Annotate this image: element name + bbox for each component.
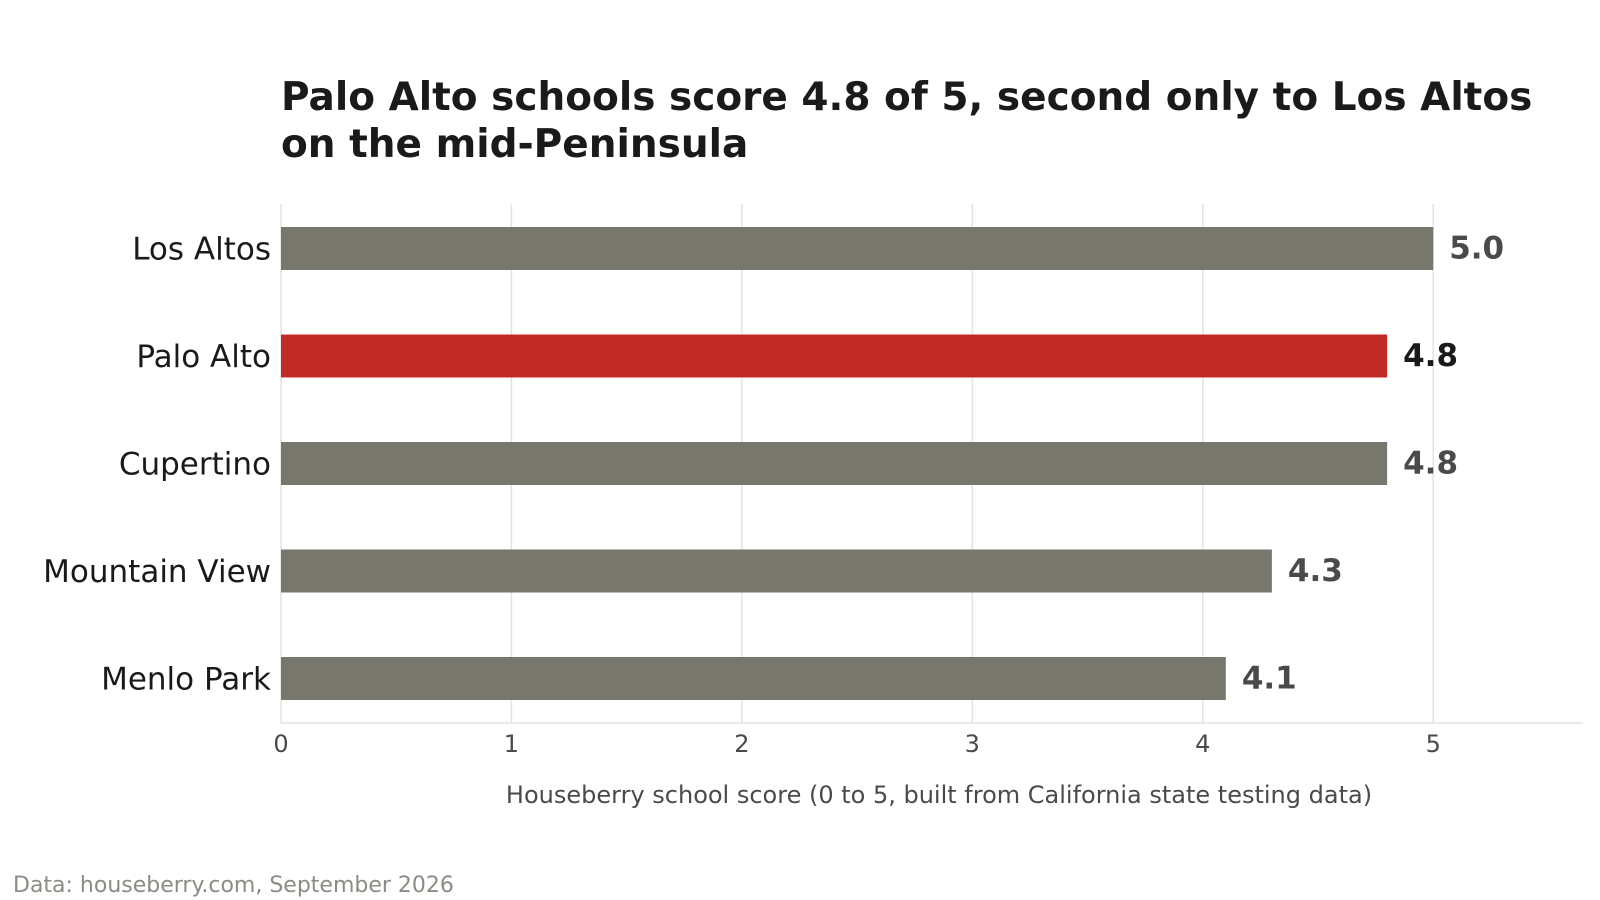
value-label-los-altos: 5.0 xyxy=(1449,231,1504,267)
x-axis: 0 1 2 3 4 5 Houseberry school score (0 to 5, b… xyxy=(273,722,1583,809)
bar-los-altos xyxy=(281,227,1434,270)
chart-title-line-1: Palo Alto schools score 4.8 of 5, second… xyxy=(281,75,1533,120)
x-tick-label-2: 2 xyxy=(734,730,749,758)
bar-menlo-park xyxy=(281,657,1226,700)
category-label-los-altos: Los Altos xyxy=(132,232,271,268)
category-label-cupertino: Cupertino xyxy=(119,447,271,483)
value-label-menlo-park: 4.1 xyxy=(1242,661,1297,697)
bars xyxy=(281,227,1434,700)
category-labels: Los Altos Palo Alto Cupertino Mountain View… xyxy=(43,232,271,698)
value-label-cupertino: 4.8 xyxy=(1403,446,1458,482)
x-tick-label-4: 4 xyxy=(1195,730,1210,758)
x-axis-label: Houseberry school score (0 to 5, built f… xyxy=(506,781,1372,809)
category-label-palo-alto: Palo Alto xyxy=(136,339,271,375)
chart-title: Palo Alto schools score 4.8 of 5, second… xyxy=(281,74,1581,168)
value-labels: 5.0 4.8 4.8 4.3 4.1 xyxy=(1242,231,1504,697)
x-tick-label-0: 0 xyxy=(273,730,288,758)
x-tick-label-3: 3 xyxy=(965,730,980,758)
bar-palo-alto xyxy=(281,334,1388,378)
chart-title-line-2: on the mid-Peninsula xyxy=(281,122,749,167)
data-source-note: Data: houseberry.com, September 2026 xyxy=(13,873,454,898)
category-label-mountain-view: Mountain View xyxy=(43,554,271,590)
category-label-menlo-park: Menlo Park xyxy=(101,662,271,698)
x-tick-label-5: 5 xyxy=(1426,730,1441,758)
bar-cupertino xyxy=(281,442,1388,485)
value-label-palo-alto: 4.8 xyxy=(1403,338,1458,374)
value-label-mountain-view: 4.3 xyxy=(1288,553,1343,589)
x-tick-label-1: 1 xyxy=(504,730,519,758)
bar-mountain-view xyxy=(281,549,1272,593)
